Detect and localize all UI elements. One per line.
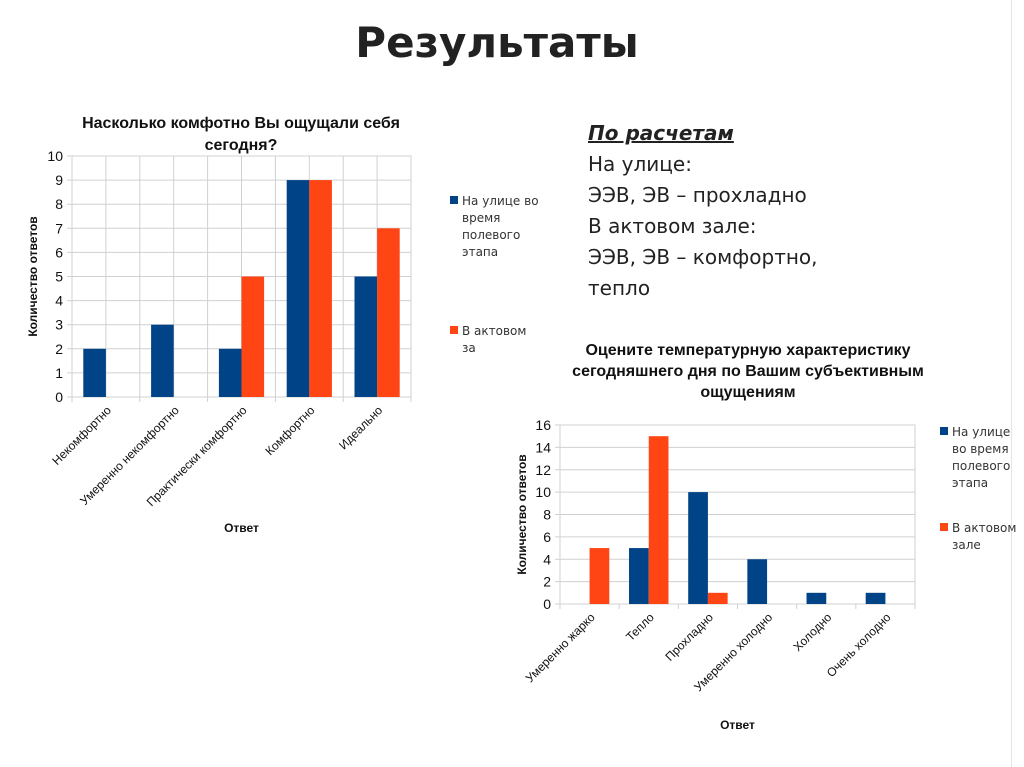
y-tick-label: 9	[55, 172, 63, 188]
legend-label: полевого	[952, 459, 1010, 473]
x-axis-label: Ответ	[224, 521, 259, 535]
legend-swatch	[940, 523, 948, 531]
chart-title: сегодня?	[205, 137, 278, 154]
y-tick-label: 0	[543, 596, 551, 612]
y-axis-label: Количество ответов	[515, 454, 529, 574]
bar-outdoor	[865, 592, 886, 604]
bar-outdoor	[806, 592, 827, 604]
chart-title: Насколько комфотно Вы ощущали себя	[82, 115, 400, 132]
x-tick-label: Холодно	[790, 610, 834, 654]
bar-assembly-hall	[377, 228, 400, 397]
y-tick-label: 16	[535, 417, 551, 433]
bar-assembly-hall	[707, 592, 728, 604]
y-tick-label: 6	[543, 529, 551, 545]
x-tick-label: Некомфортно	[49, 403, 114, 468]
legend-label: В актовом	[462, 324, 526, 338]
y-tick-label: 4	[543, 551, 551, 567]
y-tick-label: 4	[55, 293, 63, 309]
legend-label: полевого	[462, 228, 520, 242]
calculation-notes: По расчетам На улице: ЭЭВ, ЭВ – прохладн…	[588, 118, 818, 304]
chart-title: ощущениям	[700, 384, 795, 401]
legend-label: время	[462, 211, 500, 225]
x-tick-label: Тепло	[623, 610, 657, 644]
legend-label: На улице	[952, 425, 1010, 439]
x-tick-label: Комфортно	[262, 403, 317, 458]
calc-heading: По расчетам	[588, 121, 734, 145]
y-tick-label: 8	[55, 196, 63, 212]
y-tick-label: 10	[47, 148, 63, 164]
legend-swatch	[450, 196, 458, 204]
legend-label: этапа	[462, 245, 498, 259]
legend-label: во время	[952, 442, 1009, 456]
plot-area	[559, 424, 916, 605]
legend-label: этапа	[952, 476, 988, 490]
calc-line: ЭЭВ, ЭВ – прохладно	[588, 183, 807, 207]
y-axis-label: Количество ответов	[26, 216, 40, 336]
legend-swatch	[940, 427, 948, 435]
chart-title: сегодняшнего дня по Вашим субъективным	[572, 363, 924, 380]
y-tick-label: 10	[535, 484, 551, 500]
y-tick-label: 14	[535, 439, 551, 455]
y-tick-label: 3	[55, 317, 63, 333]
x-tick-label: Прохладно	[662, 610, 716, 664]
y-tick-label: 6	[55, 244, 63, 260]
legend-label: за	[462, 341, 476, 355]
legend-swatch	[450, 326, 458, 334]
x-tick-label: Умеренно жарко	[523, 610, 598, 685]
y-tick-label: 0	[55, 389, 63, 405]
calc-line: тепло	[588, 276, 651, 300]
legend-label: зале	[952, 538, 981, 552]
bar-outdoor	[747, 559, 768, 604]
y-tick-label: 8	[543, 507, 551, 523]
x-axis-label: Ответ	[720, 718, 755, 732]
y-tick-label: 2	[543, 574, 551, 590]
bar-assembly-hall	[648, 436, 669, 604]
bar-outdoor	[218, 348, 242, 397]
bar-outdoor	[354, 276, 378, 397]
y-tick-label: 2	[55, 341, 63, 357]
legend-label: На улице во	[462, 194, 539, 208]
bar-outdoor	[286, 180, 310, 397]
y-tick-label: 7	[55, 220, 63, 236]
x-tick-label: Очень холодно	[824, 610, 894, 680]
x-tick-label: Идеально	[336, 403, 385, 452]
y-tick-label: 12	[535, 462, 551, 478]
legend-label: В актовом	[952, 521, 1016, 535]
slide-title: Результаты	[355, 18, 639, 67]
bar-outdoor	[83, 348, 106, 397]
y-tick-label: 1	[55, 365, 63, 381]
bar-outdoor	[151, 324, 174, 397]
calc-line: В актовом зале:	[588, 214, 757, 238]
calc-line: ЭЭВ, ЭВ – комфортно,	[588, 245, 818, 269]
bar-assembly-hall	[589, 548, 610, 604]
y-tick-label: 5	[55, 269, 63, 285]
bar-assembly-hall	[241, 276, 265, 397]
bar-outdoor	[688, 492, 708, 604]
bar-outdoor	[629, 548, 649, 604]
bar-assembly-hall	[309, 180, 332, 397]
slide-edge	[1011, 0, 1012, 767]
calc-line: На улице:	[588, 152, 692, 176]
chart-title: Оцените температурную характеристику	[585, 342, 910, 359]
